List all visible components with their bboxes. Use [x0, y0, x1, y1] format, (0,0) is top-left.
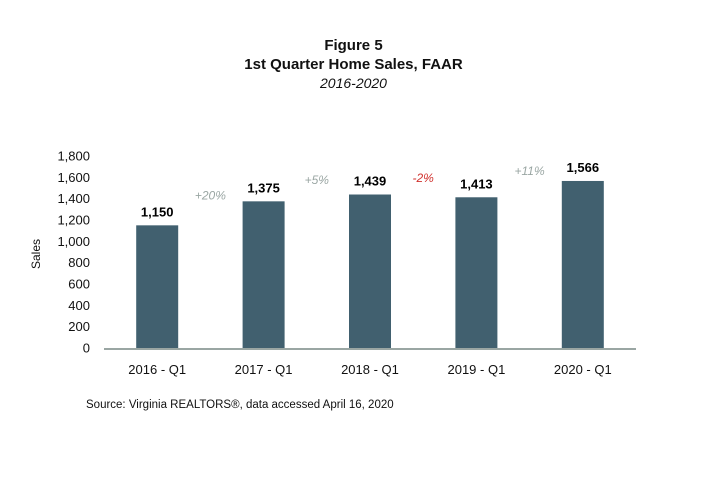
x-tick-label: 2018 - Q1 [341, 362, 399, 377]
data-label: 1,413 [460, 176, 493, 191]
bar [561, 180, 604, 348]
data-label: 1,375 [247, 180, 280, 195]
chart-title: 1st Quarter Home Sales, FAAR [244, 56, 463, 73]
change-label: -2% [413, 171, 435, 185]
y-tick-label: 400 [68, 298, 90, 313]
data-label: 1,439 [354, 174, 387, 189]
bar [136, 225, 179, 348]
figure-label: Figure 5 [324, 37, 383, 54]
x-tick-label: 2020 - Q1 [554, 362, 612, 377]
data-label: 1,566 [567, 160, 600, 175]
bar [242, 201, 285, 348]
x-tick-label: 2017 - Q1 [235, 362, 293, 377]
change-label: +5% [305, 173, 330, 187]
source-note: Source: Virginia REALTORS®, data accesse… [86, 399, 394, 411]
x-tick-label: 2016 - Q1 [128, 362, 186, 377]
y-tick-label: 600 [68, 277, 90, 292]
bar [455, 197, 498, 348]
data-label: 1,150 [141, 204, 174, 219]
y-axis-label: Sales [29, 239, 43, 269]
change-label: +20% [195, 188, 226, 202]
y-tick-label: 200 [68, 319, 90, 334]
y-tick-label: 800 [68, 255, 90, 270]
figure-titles: Figure 5 1st Quarter Home Sales, FAAR 20… [0, 36, 707, 92]
change-label: +11% [515, 164, 545, 178]
y-tick-label: 1,800 [57, 149, 90, 164]
y-tick-label: 1,600 [57, 170, 90, 185]
y-tick-label: 1,000 [57, 234, 90, 249]
y-tick-label: 0 [83, 341, 90, 356]
bar [349, 194, 391, 348]
x-tick-label: 2019 - Q1 [447, 362, 505, 377]
y-tick-label: 1,400 [57, 191, 90, 206]
chart-subtitle: 2016-2020 [320, 75, 387, 91]
y-tick-label: 1,200 [57, 213, 90, 228]
